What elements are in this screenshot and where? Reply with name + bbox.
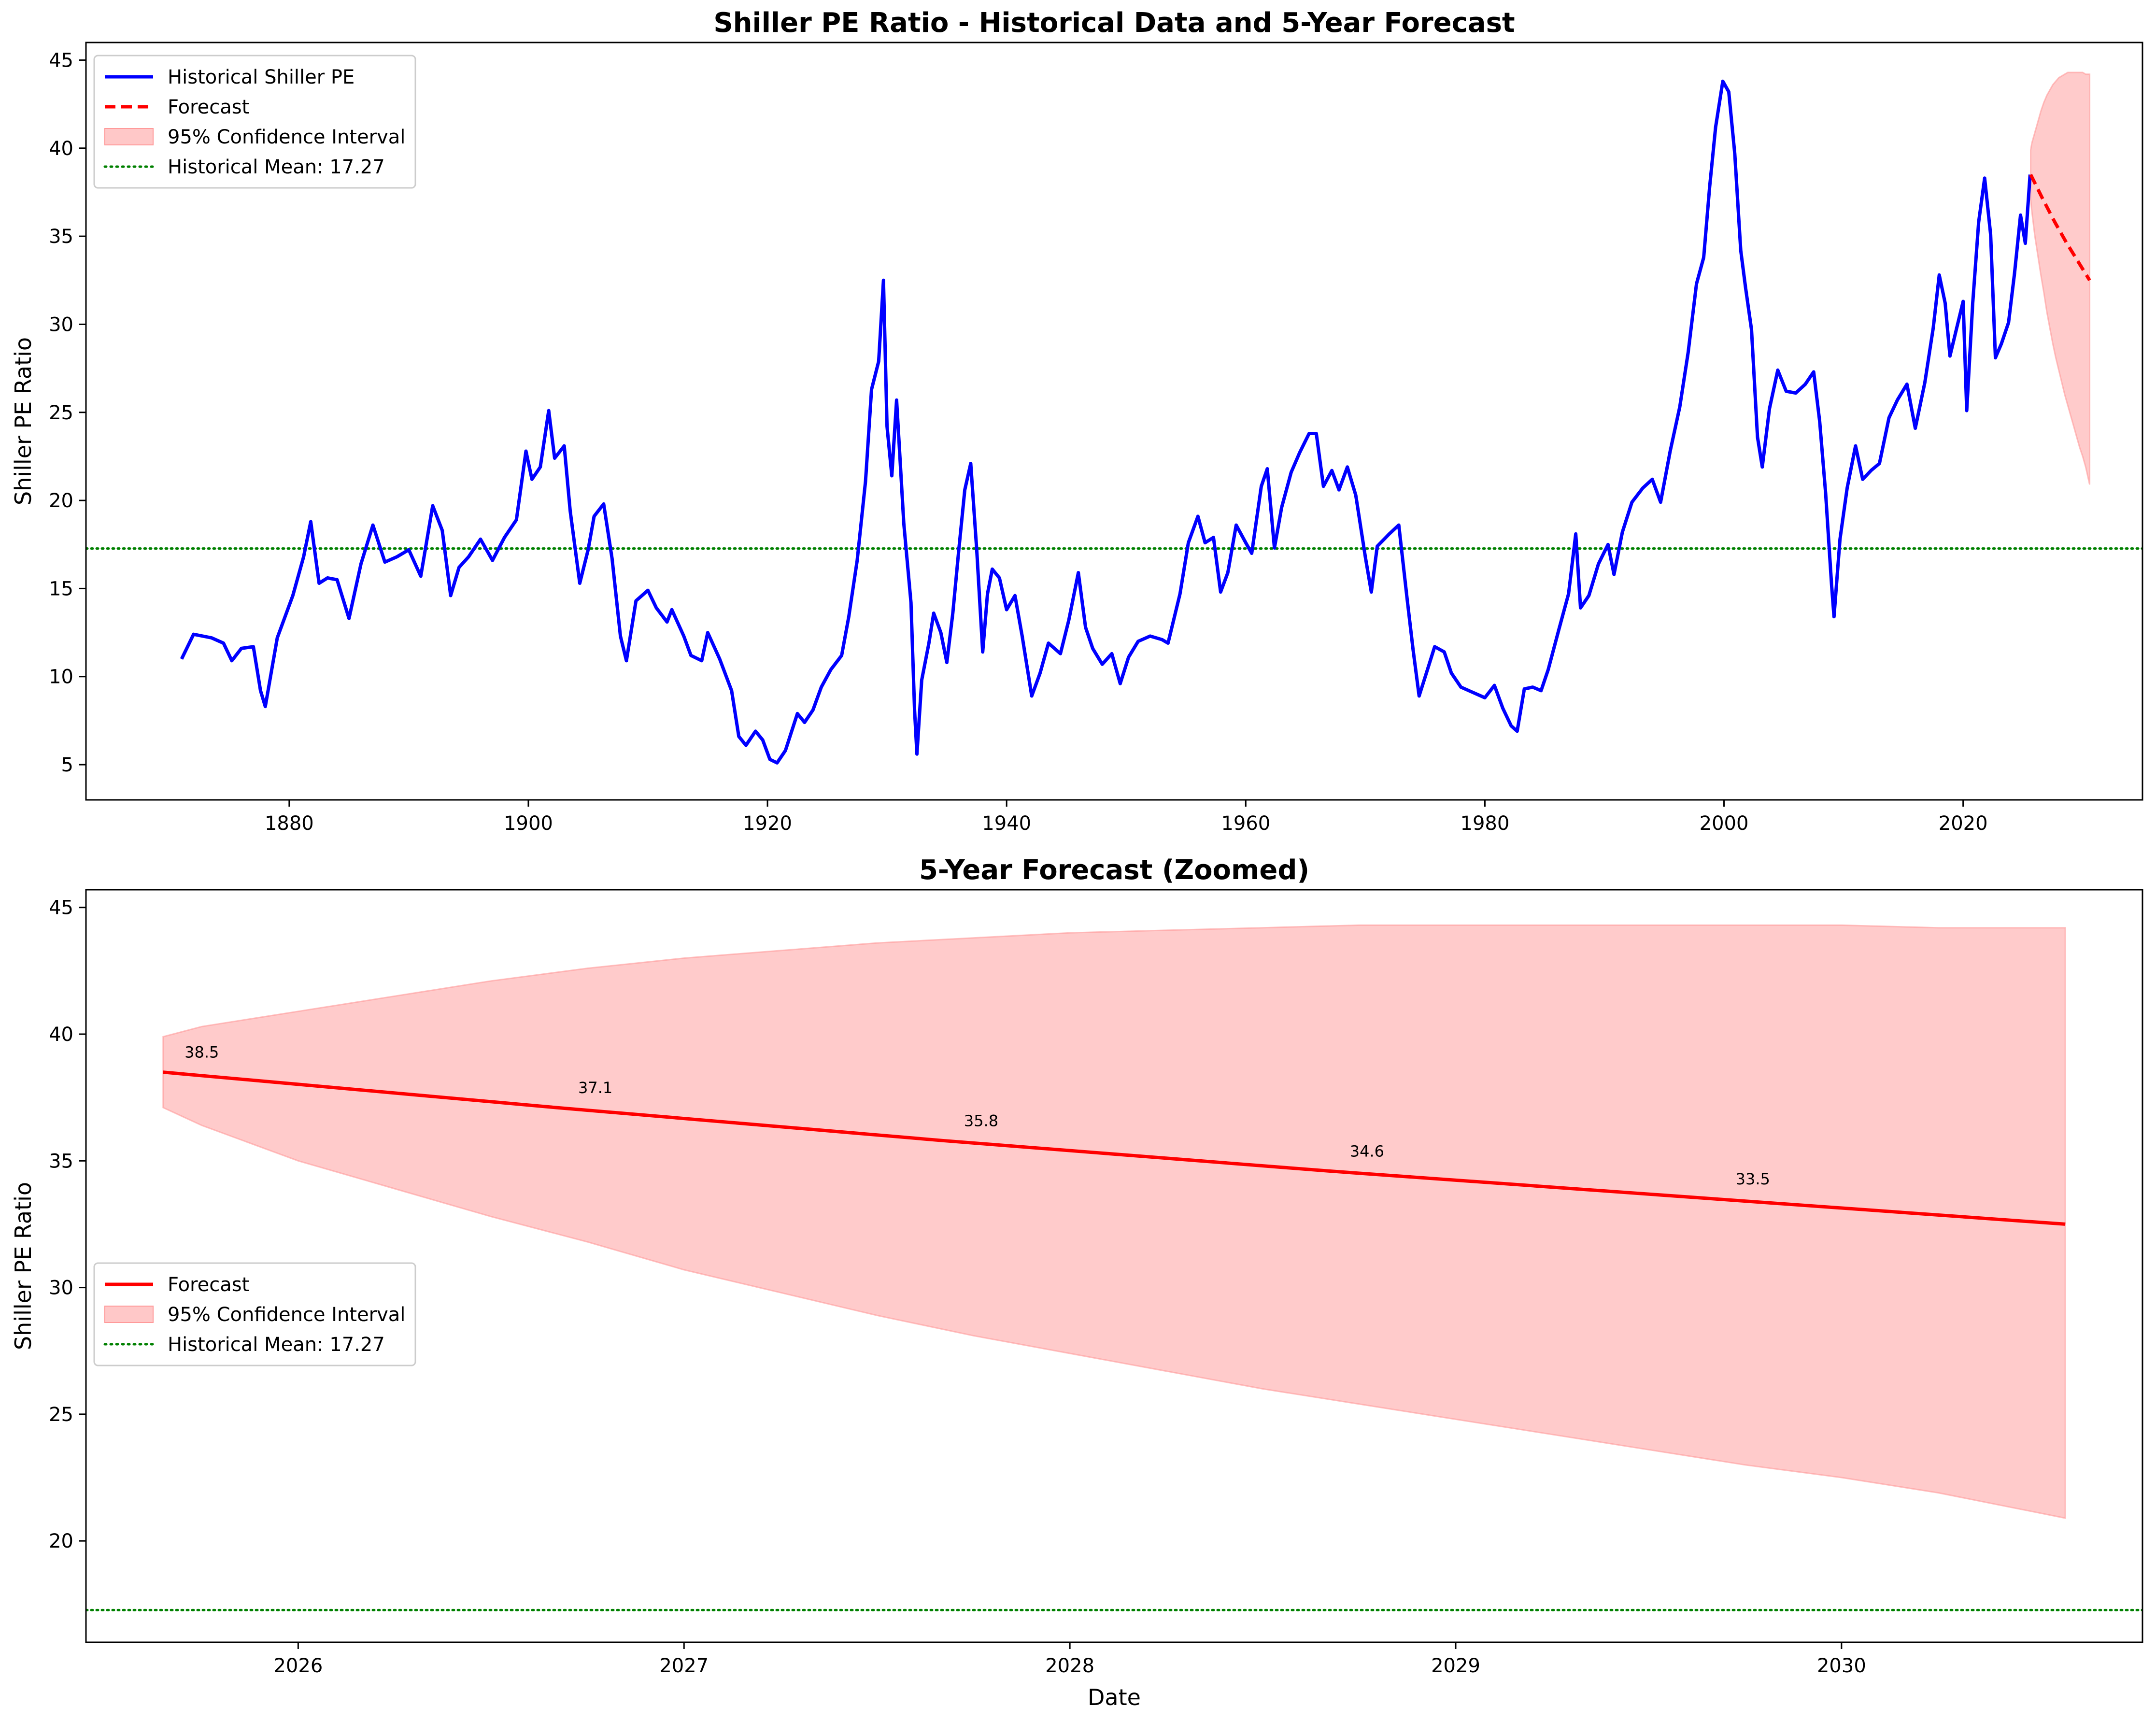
plot-area	[86, 924, 2142, 1611]
axes-frame	[85, 42, 2143, 801]
y-tick-label: 5	[61, 754, 73, 776]
y-tick-label: 20	[49, 490, 73, 512]
forecast-line	[163, 1070, 2066, 1226]
y-tick-label: 25	[49, 1404, 73, 1426]
y-tick-label: 25	[49, 402, 73, 424]
y-tick-label: 45	[49, 897, 73, 919]
legend-swatch	[104, 128, 154, 145]
y-axis-label: Shiller PE Ratio	[10, 337, 36, 505]
data-label: 38.5	[184, 1043, 219, 1062]
x-tick-label: 2000	[1700, 812, 1749, 835]
y-tick-label: 30	[49, 313, 73, 336]
y-tick-label: 45	[49, 49, 73, 71]
chart-title: Shiller PE Ratio - Historical Data and 5…	[713, 7, 1515, 39]
axes-frame	[85, 889, 2143, 1643]
data-label: 35.8	[964, 1111, 998, 1130]
y-tick-label: 35	[49, 1150, 73, 1172]
legend-label: Historical Mean: 17.27	[168, 156, 385, 178]
data-label: 37.1	[578, 1079, 612, 1097]
x-tick-label: 2027	[659, 1655, 709, 1677]
y-axis-label: Shiller PE Ratio	[10, 1182, 36, 1350]
y-tick-label: 20	[49, 1530, 73, 1552]
legend-label: Forecast	[168, 1274, 249, 1296]
x-axis-label: Date	[1088, 1684, 1141, 1710]
confidence-band	[162, 924, 2066, 1519]
y-tick-label: 40	[49, 138, 73, 160]
y-tick-label: 10	[49, 666, 73, 688]
historical-shiller-pe-line	[180, 79, 2032, 765]
y-tick-label: 15	[49, 578, 73, 600]
data-label: 33.5	[1736, 1170, 1770, 1188]
x-tick-label: 1960	[1221, 812, 1270, 835]
x-tick-label: 1900	[504, 812, 553, 835]
legend-label: Forecast	[168, 96, 249, 118]
legend: Forecast 95% Confidence Interval Historica…	[93, 1262, 416, 1366]
legend-label: 95% Confidence Interval	[168, 126, 405, 148]
x-tick-label: 2028	[1045, 1655, 1094, 1677]
y-tick-label: 30	[49, 1277, 73, 1299]
x-tick-label: 2030	[1817, 1655, 1866, 1677]
plot-area	[86, 71, 2142, 765]
x-tick-label: 1940	[982, 812, 1031, 835]
x-tick-label: 2029	[1431, 1655, 1480, 1677]
confidence-band	[2030, 71, 2091, 485]
legend-box	[93, 55, 416, 189]
x-tick-label: 1980	[1461, 812, 1510, 835]
x-tick-label: 2020	[1939, 812, 1988, 835]
x-tick-label: 2026	[273, 1655, 323, 1677]
legend-swatch	[104, 1306, 154, 1323]
forecast-line	[2029, 173, 2091, 282]
data-label: 34.6	[1350, 1142, 1384, 1160]
chart-1: 1880 1900 1920 1940 1960 1980 2000 2020 5 10 15 20 2…	[10, 7, 2143, 835]
legend-box	[93, 1262, 416, 1366]
x-tick-label: 1880	[265, 812, 314, 835]
x-tick-label: 1920	[743, 812, 792, 835]
legend-label: 95% Confidence Interval	[168, 1304, 405, 1326]
chart-title: 5-Year Forecast (Zoomed)	[919, 854, 1309, 886]
y-tick-label: 40	[49, 1024, 73, 1046]
legend-label: Historical Shiller PE	[168, 66, 355, 88]
legend-label: Historical Mean: 17.27	[168, 1334, 385, 1356]
legend: Historical Shiller PE Forecast 95% Confide…	[93, 55, 416, 189]
y-tick-label: 35	[49, 226, 73, 248]
